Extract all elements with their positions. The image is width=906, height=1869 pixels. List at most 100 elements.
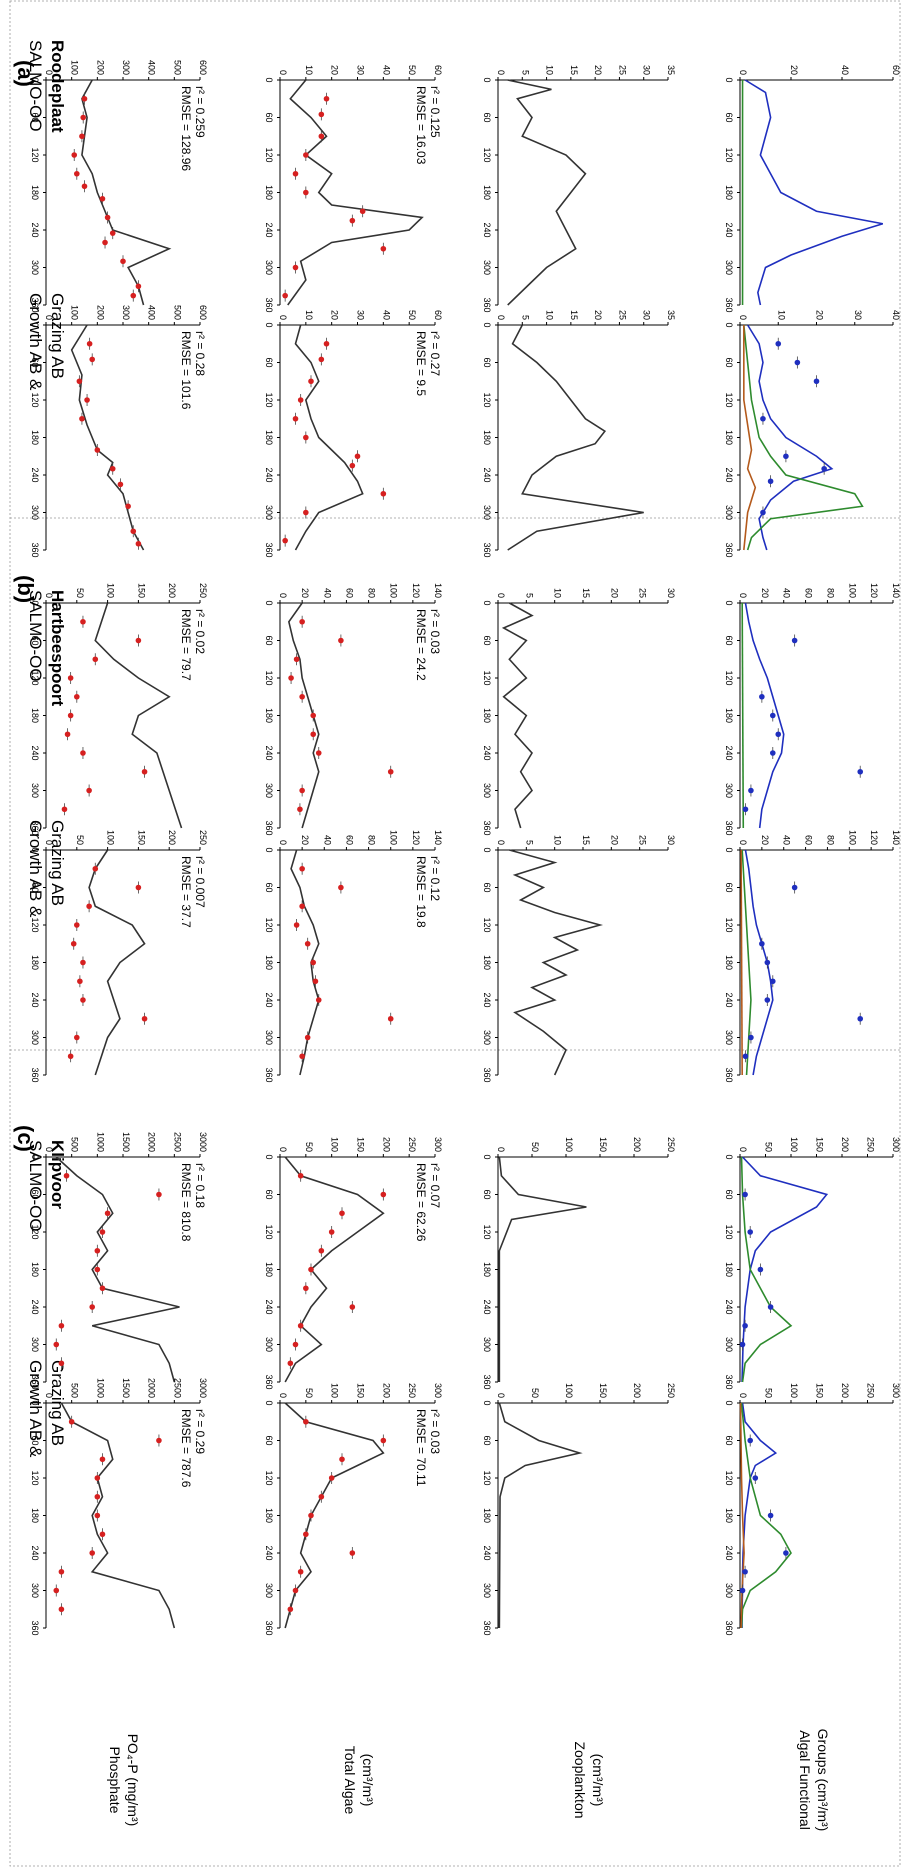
y-tick-label: 30 xyxy=(356,65,366,75)
y-tick-label: 30 xyxy=(853,310,863,320)
x-tick-label: 360 xyxy=(30,1067,40,1082)
y-tick-label-text: 40 xyxy=(891,310,901,320)
observation-point xyxy=(70,940,77,947)
observation-point xyxy=(80,114,87,121)
y-tick-label-text: 120 xyxy=(869,830,879,845)
x-tick-label: 60 xyxy=(264,635,274,645)
y-tick-label: 200 xyxy=(632,1383,642,1398)
y-tick-label: 10 xyxy=(545,310,555,320)
y-tick-label: 0 xyxy=(278,593,288,598)
y-tick-label: 50 xyxy=(530,1388,540,1398)
y-tick-label-text: 300 xyxy=(891,1383,901,1398)
x-tick-label: 180 xyxy=(30,1262,40,1277)
x-tick-label-text: 180 xyxy=(724,1508,734,1523)
y-tick-label: 100 xyxy=(106,583,116,598)
x-tick-label: 120 xyxy=(264,670,274,685)
x-tick-label: 300 xyxy=(724,1030,734,1045)
column-title: SALMO-OO Roodeplaat xyxy=(26,40,67,133)
y-tick-label: 0 xyxy=(738,840,748,845)
x-tick-label: 240 xyxy=(30,467,40,482)
observation-point xyxy=(67,1053,74,1060)
model-line xyxy=(509,849,604,1076)
y-tick-label: 1500 xyxy=(121,1378,131,1398)
x-tick-label-text: 60 xyxy=(30,882,40,892)
observation-point xyxy=(299,787,305,794)
stats-label: RMSE = 101.6 r² = 0.28 xyxy=(179,331,207,410)
y-tick-label: 1000 xyxy=(95,1132,105,1152)
x-tick-label-text: 180 xyxy=(30,185,40,200)
observation-point xyxy=(141,1015,148,1022)
observation-point xyxy=(747,1437,753,1444)
model-line xyxy=(284,1156,385,1383)
x-tick-label-text: 180 xyxy=(30,1508,40,1523)
x-tick-label-text: 60 xyxy=(482,112,492,122)
observation-point xyxy=(292,415,299,422)
observation-point xyxy=(104,1210,111,1217)
y-tick-label-text: 80 xyxy=(825,835,835,845)
x-tick-label-text: 180 xyxy=(264,1508,274,1523)
y-tick-label: 20 xyxy=(760,835,770,845)
x-tick-label: 120 xyxy=(482,1470,492,1485)
row-label-line2: Groups (cm³/m³) xyxy=(815,1729,831,1832)
observation-point xyxy=(759,693,765,700)
stats-label: RMSE = 128.96 r² = 0.259 xyxy=(179,86,207,171)
observation-point xyxy=(74,922,80,928)
observation-point xyxy=(760,509,766,516)
x-tick-label: 180 xyxy=(724,1262,734,1277)
y-tick-label: 250 xyxy=(666,1137,676,1152)
y-tick-label-text: 250 xyxy=(866,1137,876,1152)
y-tick-label-text: 0 xyxy=(278,1147,288,1152)
subplot: 0 60 120 180 240 300 360 0 100 200 300 400 500 600 RMS… xyxy=(30,60,208,313)
y-tick-label-text: 50 xyxy=(764,1142,774,1152)
subplot: 0 60 120 180 240 300 360 0 50 100 150 200 250 300 RMSE… xyxy=(264,1383,443,1636)
y-tick-label-text: 35 xyxy=(666,65,676,75)
x-tick-label: 60 xyxy=(724,882,734,892)
x-tick-label-text: 300 xyxy=(30,1583,40,1598)
observation-point xyxy=(349,1550,356,1556)
x-tick-label: 300 xyxy=(724,260,734,275)
observation-point xyxy=(86,787,92,794)
x-tick-label-text: 300 xyxy=(482,783,492,798)
model-line xyxy=(70,324,145,551)
y-tick-label-text: 150 xyxy=(136,583,146,598)
x-tick-label-text: 60 xyxy=(264,112,274,122)
x-tick-label: 240 xyxy=(30,1545,40,1560)
y-tick-label: 300 xyxy=(433,1383,443,1398)
y-tick-label-text: 0 xyxy=(278,70,288,75)
x-tick-label-text: 120 xyxy=(30,392,40,407)
y-tick-label-text: 60 xyxy=(433,310,443,320)
y-tick-label: 100 xyxy=(330,1383,340,1398)
observation-point xyxy=(297,1322,304,1329)
row-label: Phosphate PO₄-P (mg/m³) xyxy=(107,1734,141,1827)
subplot: 0 60 120 180 240 300 360 0 50 100 150 200 250 xyxy=(482,1137,676,1390)
x-tick-label: 240 xyxy=(264,1299,274,1314)
x-tick-label: 240 xyxy=(264,745,274,760)
x-tick-label: 300 xyxy=(30,1583,40,1598)
model-line xyxy=(287,79,424,306)
y-tick-label-text: 1500 xyxy=(121,1378,131,1398)
x-tick-label: 360 xyxy=(724,1620,734,1635)
x-tick-label-text: 240 xyxy=(724,1299,734,1314)
y-tick-label-text: 40 xyxy=(782,588,792,598)
y-tick-label: 60 xyxy=(433,310,443,320)
y-tick-label-text: 3000 xyxy=(198,1132,208,1152)
y-tick-label: 40 xyxy=(322,835,332,845)
observation-point xyxy=(79,415,85,422)
x-tick-label-text: 240 xyxy=(30,222,40,237)
y-tick-label: 60 xyxy=(804,835,814,845)
observation-point xyxy=(74,1034,80,1041)
x-tick-label: 360 xyxy=(30,820,40,835)
x-tick-label-text: 0 xyxy=(724,1154,734,1159)
y-tick-label: 0 xyxy=(44,840,54,845)
x-tick-label: 0 xyxy=(724,600,734,605)
x-tick-label-text: 360 xyxy=(264,1620,274,1635)
observation-point xyxy=(109,230,116,236)
x-tick-label-text: 0 xyxy=(30,77,40,82)
observation-point xyxy=(764,997,771,1003)
y-tick-label: 150 xyxy=(815,1137,825,1152)
rmse-text: RMSE = 62.26 xyxy=(414,1163,428,1242)
y-tick-label-text: 140 xyxy=(891,830,901,845)
row-label-line1: Phosphate xyxy=(107,1747,123,1814)
observation-point xyxy=(303,1531,309,1538)
y-tick-label: 200 xyxy=(167,583,177,598)
